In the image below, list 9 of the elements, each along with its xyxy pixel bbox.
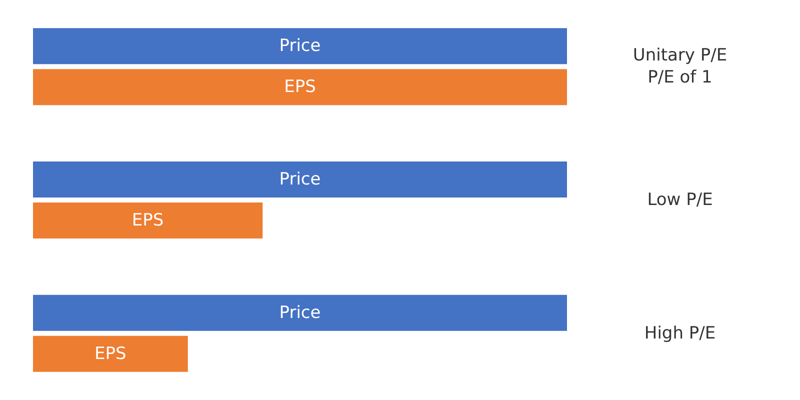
text: EPS: [132, 210, 164, 231]
series-label: EPS: [284, 77, 316, 98]
y-tick-label: Unitary P/E P/E of 1: [632, 46, 728, 88]
text: Price: [279, 169, 321, 190]
y-tick-label: High P/E: [644, 323, 716, 344]
y-tick-label: Low P/E: [647, 190, 713, 210]
text: EPS: [94, 344, 126, 364]
text: Price: [279, 302, 321, 323]
series-label: Price: [279, 36, 321, 56]
